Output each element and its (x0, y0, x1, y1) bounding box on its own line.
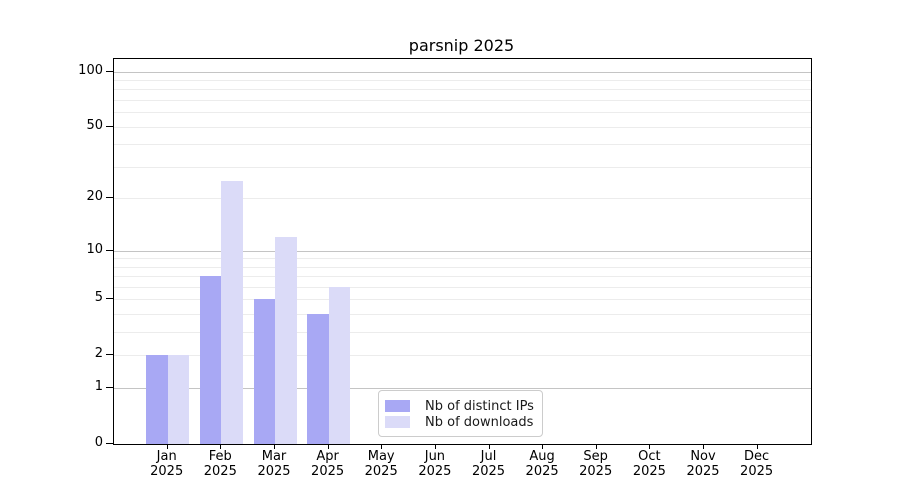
legend: Nb of distinct IPs Nb of downloads (378, 390, 543, 437)
y-axis-tick-mark (106, 298, 113, 300)
x-axis-tick-label: Nov 2025 (686, 449, 720, 479)
bar-distinct-ips (253, 299, 275, 444)
x-axis-tick-mark (327, 444, 329, 449)
x-axis-tick-label: Aug 2025 (525, 449, 559, 479)
x-axis-tick-label: Dec 2025 (740, 449, 774, 479)
gridline-major (114, 388, 811, 390)
gridline-minor (114, 299, 811, 301)
gridline-major (114, 250, 811, 252)
x-axis-tick-mark (542, 444, 544, 449)
y-axis-tick-mark (106, 125, 113, 127)
x-axis-tick-label: Mar 2025 (257, 449, 291, 479)
gridline-minor (114, 266, 811, 268)
legend-label: Nb of downloads (425, 414, 534, 430)
x-axis-tick-label: May 2025 (364, 449, 398, 479)
bar-distinct-ips (146, 355, 168, 444)
x-axis-tick-mark (274, 444, 275, 449)
gridline-minor (114, 198, 811, 200)
legend-item-distinct-ips: Nb of distinct IPs (385, 398, 534, 414)
x-axis-tick-mark (703, 444, 704, 449)
y-axis-tick-mark (106, 197, 113, 199)
gridline-major (114, 71, 811, 73)
gridline-minor (114, 144, 811, 146)
gridline-minor (114, 314, 811, 316)
legend-swatch-downloads (385, 416, 410, 428)
gridline-minor (114, 100, 811, 101)
gridline-minor (114, 80, 811, 81)
y-axis-tick-label: 100 (78, 62, 103, 78)
x-axis-tick-mark (649, 444, 651, 449)
bar-downloads (167, 355, 190, 444)
gridline-minor (114, 332, 811, 334)
y-axis-tick-label: 20 (86, 189, 103, 205)
x-axis-tick-label: Apr 2025 (311, 449, 345, 479)
x-axis-tick-mark (488, 444, 490, 449)
y-axis-tick-label: 0 (94, 435, 103, 450)
gridline-minor (114, 258, 811, 260)
x-axis-tick-mark (434, 444, 436, 449)
bar-distinct-ips (307, 314, 329, 444)
legend-item-downloads: Nb of downloads (385, 414, 534, 430)
x-axis-tick-mark (595, 444, 597, 449)
y-axis-tick-label: 2 (94, 346, 103, 362)
chart-title: parsnip 2025 (408, 36, 515, 55)
gridline-minor (114, 112, 811, 114)
y-axis-tick-label: 1 (94, 379, 103, 395)
y-axis-tick-mark (106, 354, 113, 356)
y-axis-tick-label: 5 (94, 290, 103, 306)
gridline-minor (114, 166, 811, 168)
plot-area (113, 58, 812, 445)
y-axis-tick-mark (106, 70, 113, 72)
x-axis-tick-label: Oct 2025 (632, 449, 666, 479)
gridline-minor (114, 89, 811, 91)
x-axis-tick-mark (166, 444, 168, 449)
x-axis-tick-mark (756, 444, 758, 449)
bar-downloads (328, 287, 351, 444)
gridline-minor (114, 355, 811, 357)
legend-swatch-distinct-ips (385, 400, 410, 412)
x-axis-tick-mark (381, 444, 383, 449)
x-axis-tick-mark (220, 444, 222, 449)
x-axis-tick-label: Jan 2025 (150, 449, 184, 479)
legend-label: Nb of distinct IPs (425, 398, 534, 414)
bar-distinct-ips (199, 276, 222, 444)
gridline-minor (114, 126, 811, 128)
y-axis-tick-mark (106, 249, 113, 251)
x-axis-tick-label: Sep 2025 (579, 449, 613, 479)
y-axis-tick-label: 10 (86, 241, 103, 257)
y-axis-tick-mark (106, 443, 113, 444)
x-axis-tick-label: Jun 2025 (418, 449, 452, 479)
y-axis-tick-label: 50 (86, 117, 103, 133)
bar-downloads (275, 237, 297, 444)
gridline-minor (114, 287, 811, 288)
bar-downloads (221, 181, 243, 444)
gridline-minor (114, 276, 811, 278)
y-axis-tick-mark (106, 387, 113, 389)
x-axis-tick-label: Feb 2025 (203, 449, 237, 479)
x-axis-tick-label: Jul 2025 (471, 449, 506, 479)
